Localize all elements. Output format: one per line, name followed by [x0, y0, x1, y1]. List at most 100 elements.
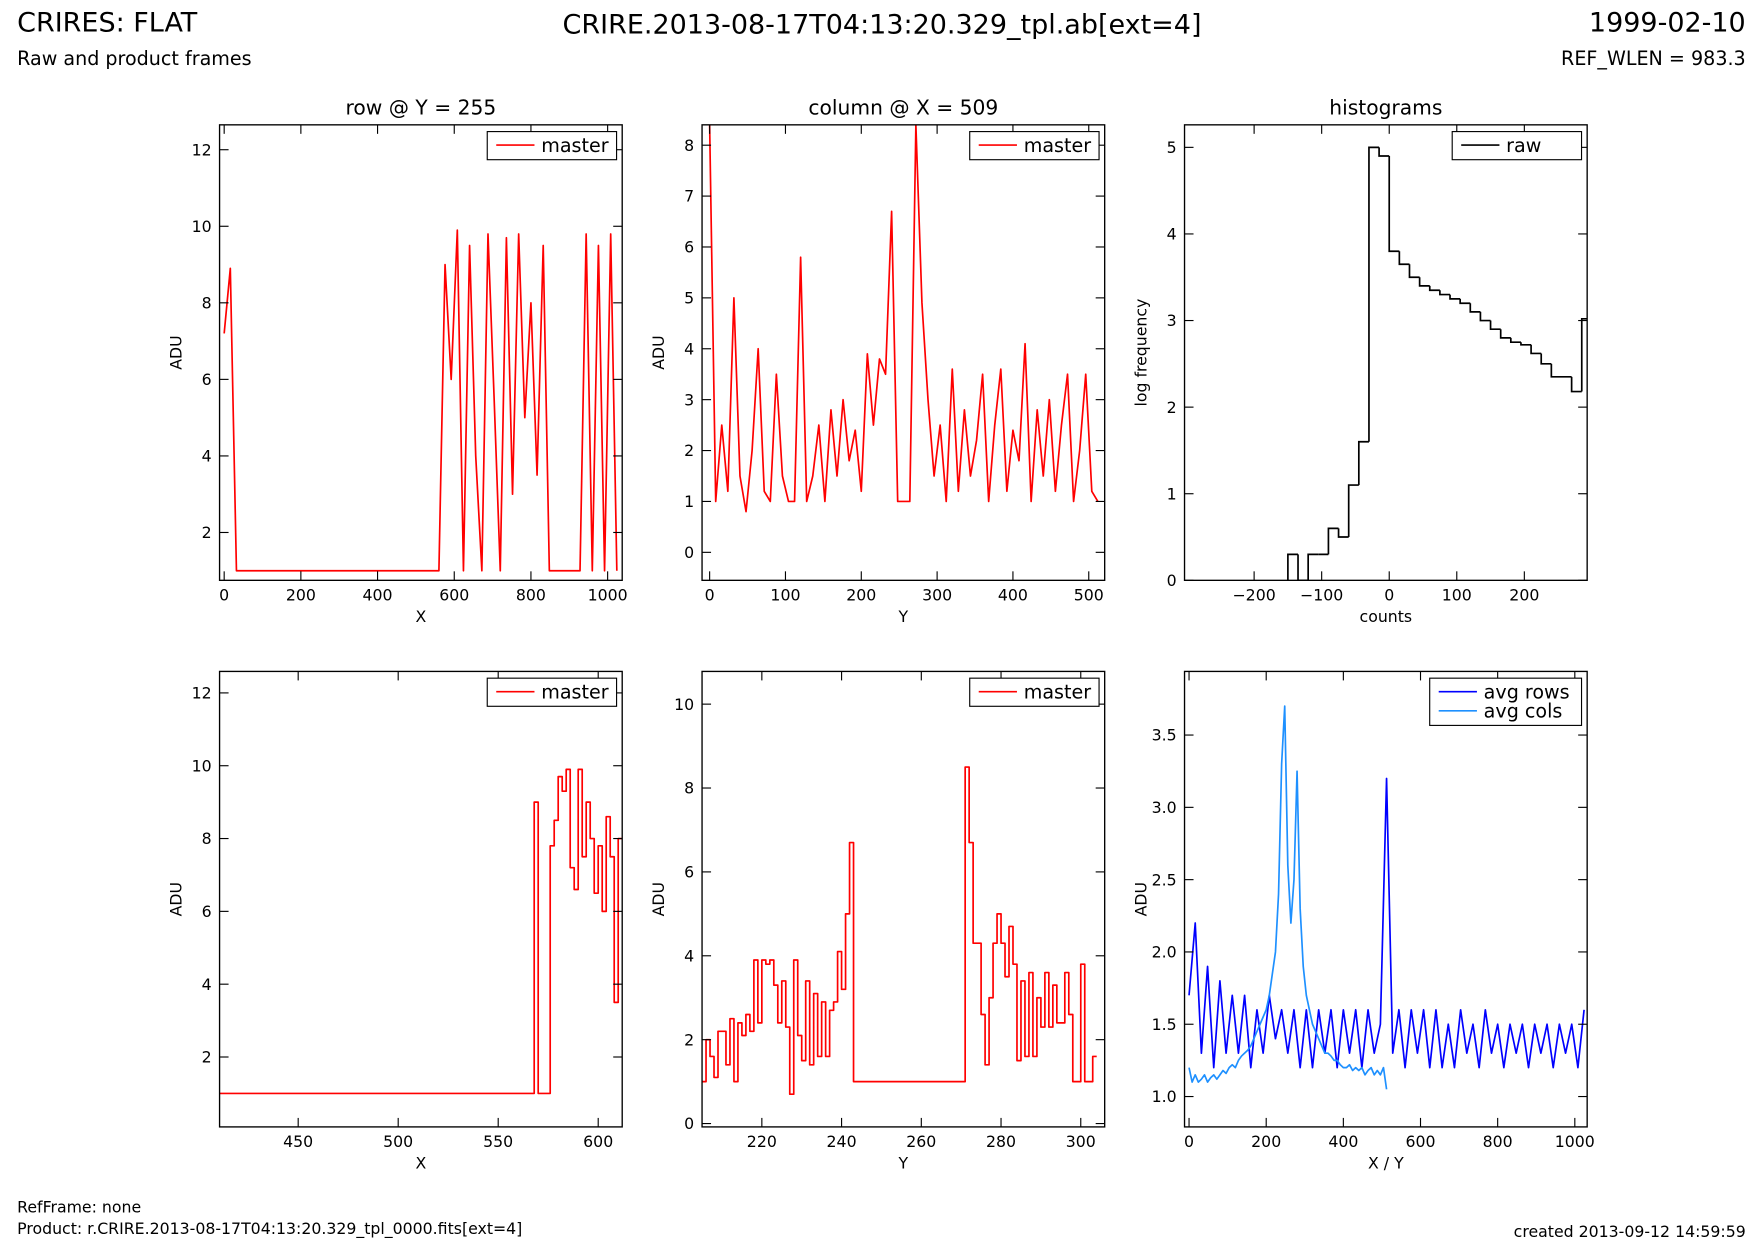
hist-step [1378, 147, 1390, 157]
axes-frame [1183, 670, 1588, 1128]
hist-step [1327, 527, 1339, 555]
y-tick-label: 12 [192, 140, 212, 159]
x-tick-label: 600 [439, 586, 469, 605]
legend-label: master [1024, 134, 1092, 157]
hist-step [1297, 554, 1309, 581]
y-tick-label: 6 [684, 238, 694, 257]
series-line [702, 766, 1097, 1096]
x-axis-label: counts [1360, 607, 1413, 626]
header-date: 1999-02-10 [1589, 7, 1746, 38]
x-tick-label: 0 [705, 586, 715, 605]
x-tick-label: 100 [770, 586, 800, 605]
x-axis-label: Y [898, 607, 909, 626]
x-tick-label: 200 [846, 586, 876, 605]
hist-step [1428, 285, 1440, 292]
hist-step [1489, 320, 1501, 331]
plot-area [219, 768, 623, 1095]
x-tick-label: 300 [922, 586, 952, 605]
legend-label: master [541, 680, 609, 703]
x-tick-label: 600 [1405, 1132, 1435, 1151]
y-tick-label: 4 [202, 975, 212, 994]
hist-step [1499, 329, 1511, 339]
panel-title: column @ X = 509 [808, 96, 998, 120]
y-tick-label: 2.0 [1152, 943, 1177, 962]
panel-title: row @ Y = 255 [346, 96, 497, 120]
y-tick-label: 2 [684, 1030, 694, 1049]
legend-label: raw [1506, 134, 1541, 157]
x-tick-label: 200 [1251, 1132, 1281, 1151]
x-tick-label: 0 [1384, 586, 1394, 605]
plot-area [1188, 705, 1585, 1090]
hist-step [1368, 146, 1380, 442]
x-axis-label: X / Y [1368, 1154, 1404, 1173]
axes-frame [701, 124, 1106, 581]
x-tick-label: 280 [986, 1132, 1016, 1151]
y-tick-label: 3 [1167, 311, 1177, 330]
series-line [708, 124, 1099, 513]
x-tick-label: 100 [1442, 586, 1472, 605]
x-tick-label: 500 [1074, 586, 1104, 605]
hist-step [1408, 264, 1420, 279]
header-title: CRIRES: FLAT [17, 7, 198, 38]
x-tick-label: 240 [827, 1132, 857, 1151]
hist-step [1540, 353, 1552, 365]
legend-box [1429, 677, 1583, 726]
axes-frame [218, 124, 623, 581]
hist-step [1347, 484, 1359, 538]
hist-step [1337, 528, 1349, 538]
y-tick-label: 8 [684, 779, 694, 798]
y-tick-label: 10 [674, 695, 694, 714]
hist-step [1520, 342, 1532, 346]
y-axis-label: ADU [166, 335, 185, 369]
x-tick-label: 500 [383, 1132, 413, 1151]
footer-product: Product: r.CRIRE.2013-08-17T04:13:20.329… [17, 1219, 522, 1239]
hist-step [1459, 298, 1471, 305]
y-tick-label: 5 [684, 288, 694, 307]
y-tick-label: 8 [684, 136, 694, 155]
hist-step [1449, 294, 1461, 300]
hist-step [1398, 251, 1410, 266]
x-tick-label: 1000 [1555, 1132, 1595, 1151]
y-tick-label: 4 [1167, 225, 1177, 244]
panel-title: histograms [1329, 96, 1442, 120]
x-tick-label: 800 [1483, 1132, 1513, 1151]
hist-step [1479, 311, 1491, 322]
x-tick-label: 400 [1328, 1132, 1358, 1151]
y-tick-label: 8 [202, 293, 212, 312]
y-axis-label: ADU [1131, 882, 1150, 916]
y-tick-label: 2 [202, 523, 212, 542]
footer-created: created 2013-09-12 14:59:59 [1514, 1222, 1746, 1241]
x-tick-label: 0 [219, 586, 229, 605]
x-tick-label: 200 [1509, 586, 1539, 605]
x-tick-label: 1000 [588, 586, 628, 605]
y-tick-label: 0 [1167, 571, 1177, 590]
x-tick-label: 260 [906, 1132, 936, 1151]
series-line [1188, 705, 1388, 1090]
y-tick-label: 3 [684, 390, 694, 409]
y-tick-label: 6 [202, 902, 212, 921]
plot-area [702, 766, 1097, 1096]
legend-label: avg cols [1484, 700, 1563, 723]
series-line [219, 768, 623, 1095]
y-axis-label: log frequency [1131, 299, 1150, 407]
hist-step [1509, 337, 1521, 344]
legend-label: avg rows [1484, 680, 1570, 703]
y-tick-label: 1.5 [1152, 1015, 1177, 1034]
y-tick-label: 8 [202, 829, 212, 848]
hist-step [1418, 277, 1430, 287]
axes-frame [1183, 124, 1588, 581]
x-tick-label: 450 [283, 1132, 313, 1151]
x-tick-label: 550 [483, 1132, 513, 1151]
y-tick-label: 2 [1167, 398, 1177, 417]
plot-area [223, 229, 618, 572]
hist-step [1439, 290, 1451, 296]
y-tick-label: 6 [202, 370, 212, 389]
x-tick-label: 300 [1066, 1132, 1096, 1151]
x-tick-label: 400 [998, 586, 1028, 605]
y-tick-label: 7 [684, 187, 694, 206]
y-tick-label: 1.0 [1152, 1087, 1177, 1106]
x-tick-label: 200 [286, 586, 316, 605]
y-tick-label: 5 [1167, 138, 1177, 157]
y-tick-label: 4 [684, 339, 694, 358]
hist-step [1307, 553, 1319, 581]
